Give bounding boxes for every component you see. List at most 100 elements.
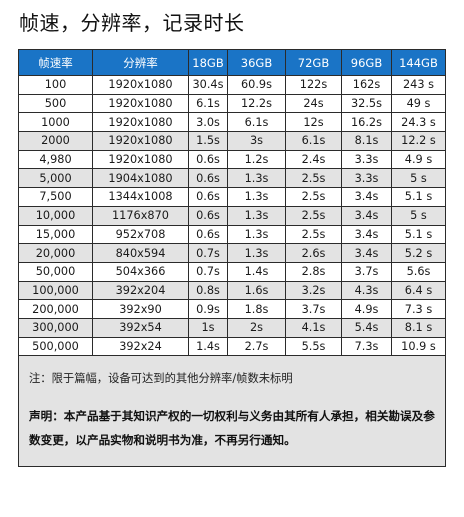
table-cell: 952x708: [92, 224, 189, 245]
table-cell: 1344x1008: [92, 187, 189, 207]
table-cell: 8.1 s: [391, 317, 446, 338]
table-cell: 1920x1080: [92, 75, 189, 95]
table-cell: 3s: [227, 131, 286, 151]
spec-table: 帧速率 分辨率 18GB 36GB 72GB 96GB 144GB 100 192…: [18, 49, 446, 468]
table-cell: 30.4s: [188, 75, 228, 95]
table-cell: 10.9 s: [391, 336, 446, 357]
table-cell: 3.3s: [341, 149, 392, 170]
header-72gb: 72GB: [285, 49, 342, 76]
table-cell: 3.4s: [341, 205, 392, 226]
table-cell: 15,000: [18, 224, 93, 245]
table-cell: 0.6s: [188, 149, 228, 170]
table-cell: 60.9s: [227, 75, 286, 95]
table-cell: 7.3s: [341, 336, 392, 357]
table-cell: 3.4s: [341, 243, 392, 263]
table-cell: 24s: [285, 93, 342, 114]
table-cell: 1.3s: [227, 168, 286, 189]
table-cell: 32.5s: [341, 93, 392, 114]
table-cell: 2.5s: [285, 224, 342, 245]
table-cell: 2.6s: [285, 243, 342, 263]
table-cell: 12.2 s: [391, 131, 446, 151]
table-cell: 392x90: [92, 299, 189, 319]
table-cell: 3.4s: [341, 224, 392, 245]
table-cell: 3.7s: [285, 299, 342, 319]
note-text: 注：限于篇幅，设备可达到的其他分辨率/帧数未标明: [29, 372, 293, 386]
table-cell: 0.9s: [188, 299, 228, 319]
header-18gb: 18GB: [188, 49, 228, 76]
table-cell: 0.8s: [188, 280, 228, 301]
table-cell: 16.2s: [341, 112, 392, 133]
table-cell: 0.6s: [188, 168, 228, 189]
table-cell: 7,500: [18, 187, 93, 207]
table-cell: 0.7s: [188, 243, 228, 263]
table-cell: 1s: [188, 317, 228, 338]
table-cell: 500: [18, 93, 93, 114]
table-cell: 0.6s: [188, 205, 228, 226]
table-cell: 1.5s: [188, 131, 228, 151]
table-cell: 1.8s: [227, 299, 286, 319]
note-row: 注：限于篇幅，设备可达到的其他分辨率/帧数未标明 声明：本产品基于其知识产权的一…: [18, 355, 446, 468]
table-body: 100 1920x1080 30.4s 60.9s 122s 162s 243 s 500 19…: [18, 75, 446, 357]
table-row: 2000 1920x1080 1.5s 3s 6.1s 8.1s 12.2 s: [18, 131, 446, 151]
table-cell: 1000: [18, 112, 93, 133]
table-cell: 5 s: [391, 205, 446, 226]
table-cell: 3.0s: [188, 112, 228, 133]
table-row: 7,500 1344x1008 0.6s 1.3s 2.5s 3.4s 5.1 s: [18, 187, 446, 207]
table-cell: 6.1s: [188, 93, 228, 114]
table-cell: 504x366: [92, 261, 189, 282]
table-row: 200,000 392x90 0.9s 1.8s 3.7s 4.9s 7.3 s: [18, 299, 446, 319]
table-cell: 3.7s: [341, 261, 392, 282]
table-cell: 6.4 s: [391, 280, 446, 301]
table-cell: 2s: [227, 317, 286, 338]
table-cell: 5,000: [18, 168, 93, 189]
table-cell: 49 s: [391, 93, 446, 114]
note-block: 注：限于篇幅，设备可达到的其他分辨率/帧数未标明 声明：本产品基于其知识产权的一…: [20, 357, 445, 466]
table-cell: 5.2 s: [391, 243, 446, 263]
header-framerate: 帧速率: [18, 49, 93, 76]
table-cell: 2.5s: [285, 168, 342, 189]
table-cell: 8.1s: [341, 131, 392, 151]
table-cell: 4.1s: [285, 317, 342, 338]
header-96gb: 96GB: [341, 49, 392, 76]
table-cell: 1.6s: [227, 280, 286, 301]
table-cell: 2.5s: [285, 205, 342, 226]
table-cell: 392x24: [92, 336, 189, 357]
table-cell: 2.7s: [227, 336, 286, 357]
table-row: 5,000 1904x1080 0.6s 1.3s 2.5s 3.3s 5 s: [18, 168, 446, 189]
table-cell: 3.4s: [341, 187, 392, 207]
table-cell: 3.2s: [285, 280, 342, 301]
table-cell: 2.5s: [285, 187, 342, 207]
table-cell: 12.2s: [227, 93, 286, 114]
page-title: 帧速，分辨率，记录时长: [19, 11, 245, 35]
table-cell: 392x54: [92, 317, 189, 338]
table-cell: 122s: [285, 75, 342, 95]
table-cell: 2000: [18, 131, 93, 151]
table-cell: 20,000: [18, 243, 93, 263]
table-cell: 1920x1080: [92, 149, 189, 170]
table-cell: 243 s: [391, 75, 446, 95]
table-cell: 500,000: [18, 336, 93, 357]
table-cell: 24.3 s: [391, 112, 446, 133]
table-row: 4,980 1920x1080 0.6s 1.2s 2.4s 3.3s 4.9 s: [18, 149, 446, 170]
table-cell: 2.4s: [285, 149, 342, 170]
table-cell: 5.1 s: [391, 224, 446, 245]
table-cell: 5 s: [391, 168, 446, 189]
table-cell: 1.4s: [188, 336, 228, 357]
table-cell: 2.8s: [285, 261, 342, 282]
table-row: 50,000 504x366 0.7s 1.4s 2.8s 3.7s 5.6s: [18, 261, 446, 282]
statement-text: 声明：本产品基于其知识产权的一切权利与义务由其所有人承担，相关勘误及参数变更，以…: [29, 409, 435, 448]
table-header-row: 帧速率 分辨率 18GB 36GB 72GB 96GB 144GB: [18, 49, 446, 76]
table-cell: 7.3 s: [391, 299, 446, 319]
table-row: 500 1920x1080 6.1s 12.2s 24s 32.5s 49 s: [18, 93, 446, 114]
table-cell: 4.9s: [341, 299, 392, 319]
table-cell: 100: [18, 75, 93, 95]
table-cell: 5.5s: [285, 336, 342, 357]
table-cell: 1.4s: [227, 261, 286, 282]
table-cell: 0.7s: [188, 261, 228, 282]
table-cell: 4.9 s: [391, 149, 446, 170]
table-row: 10,000 1176x870 0.6s 1.3s 2.5s 3.4s 5 s: [18, 205, 446, 226]
table-cell: 0.6s: [188, 187, 228, 207]
table-cell: 4,980: [18, 149, 93, 170]
table-row: 300,000 392x54 1s 2s 4.1s 5.4s 8.1 s: [18, 317, 446, 338]
table-cell: 1920x1080: [92, 112, 189, 133]
